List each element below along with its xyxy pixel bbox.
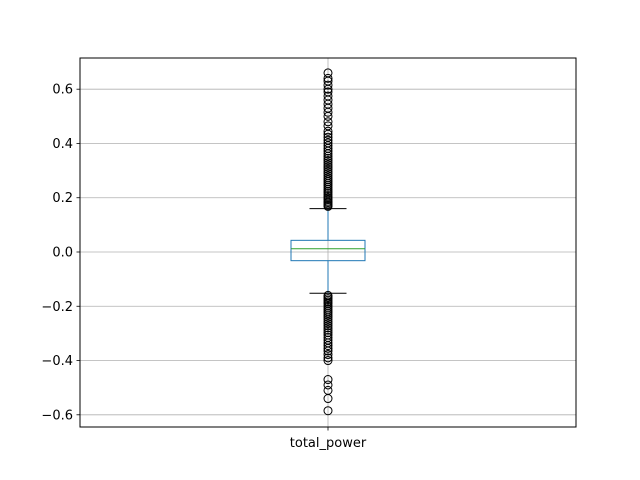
- outlier-point: [323, 323, 333, 333]
- outlier-point: [323, 173, 333, 183]
- outlier-point: [323, 310, 333, 320]
- outlier-point: [323, 316, 333, 326]
- outlier-point: [323, 356, 333, 366]
- outlier-point: [323, 80, 333, 90]
- outlier-point: [323, 73, 333, 83]
- outlier-point: [323, 121, 333, 131]
- outlier-point: [323, 350, 333, 360]
- outlier-point: [323, 166, 333, 176]
- outlier-point: [323, 156, 333, 166]
- outlier-point: [323, 343, 333, 353]
- outlier-points: [323, 68, 333, 416]
- outlier-point: [323, 160, 333, 170]
- outlier-point: [323, 171, 333, 181]
- outlier-point: [323, 87, 333, 97]
- outlier-point: [323, 321, 333, 331]
- outlier-point: [323, 406, 333, 416]
- outlier-point: [323, 346, 333, 356]
- outlier-point: [323, 135, 333, 145]
- outlier-point: [323, 164, 333, 174]
- x-tick-label: total_power: [290, 436, 367, 451]
- outlier-point: [323, 325, 333, 335]
- y-axis: −0.6 −0.4 −0.2 0.0 0.2 0.4 0.6: [41, 83, 80, 423]
- outlier-point: [323, 117, 333, 127]
- box-plot: [290, 208, 366, 294]
- outlier-point: [323, 394, 333, 404]
- outlier-point: [323, 153, 333, 163]
- outlier-point: [323, 353, 333, 363]
- outlier-point: [323, 138, 333, 148]
- outlier-point: [323, 169, 333, 179]
- outlier-point: [323, 314, 333, 324]
- outlier-point: [323, 162, 333, 172]
- x-axis: total_power: [290, 427, 367, 451]
- outlier-point: [323, 375, 333, 385]
- y-tick-label: 0.2: [52, 191, 73, 206]
- outlier-point: [323, 380, 333, 390]
- y-tick-label: 0.0: [52, 245, 73, 260]
- y-tick-label: −0.6: [41, 408, 73, 423]
- outlier-point: [323, 126, 333, 136]
- y-tick-label: −0.2: [41, 300, 73, 315]
- y-tick-label: 0.4: [52, 137, 73, 152]
- grid-lines: [80, 58, 576, 427]
- outlier-point: [323, 341, 333, 351]
- outlier-point: [323, 312, 333, 322]
- outlier-point: [323, 91, 333, 101]
- outlier-point: [323, 158, 333, 168]
- y-tick-label: −0.4: [41, 354, 73, 369]
- y-tick-label: 0.6: [52, 83, 73, 98]
- iqr-box: [290, 239, 366, 262]
- outlier-point: [323, 68, 333, 78]
- outlier-point: [323, 132, 333, 142]
- outlier-point: [323, 319, 333, 329]
